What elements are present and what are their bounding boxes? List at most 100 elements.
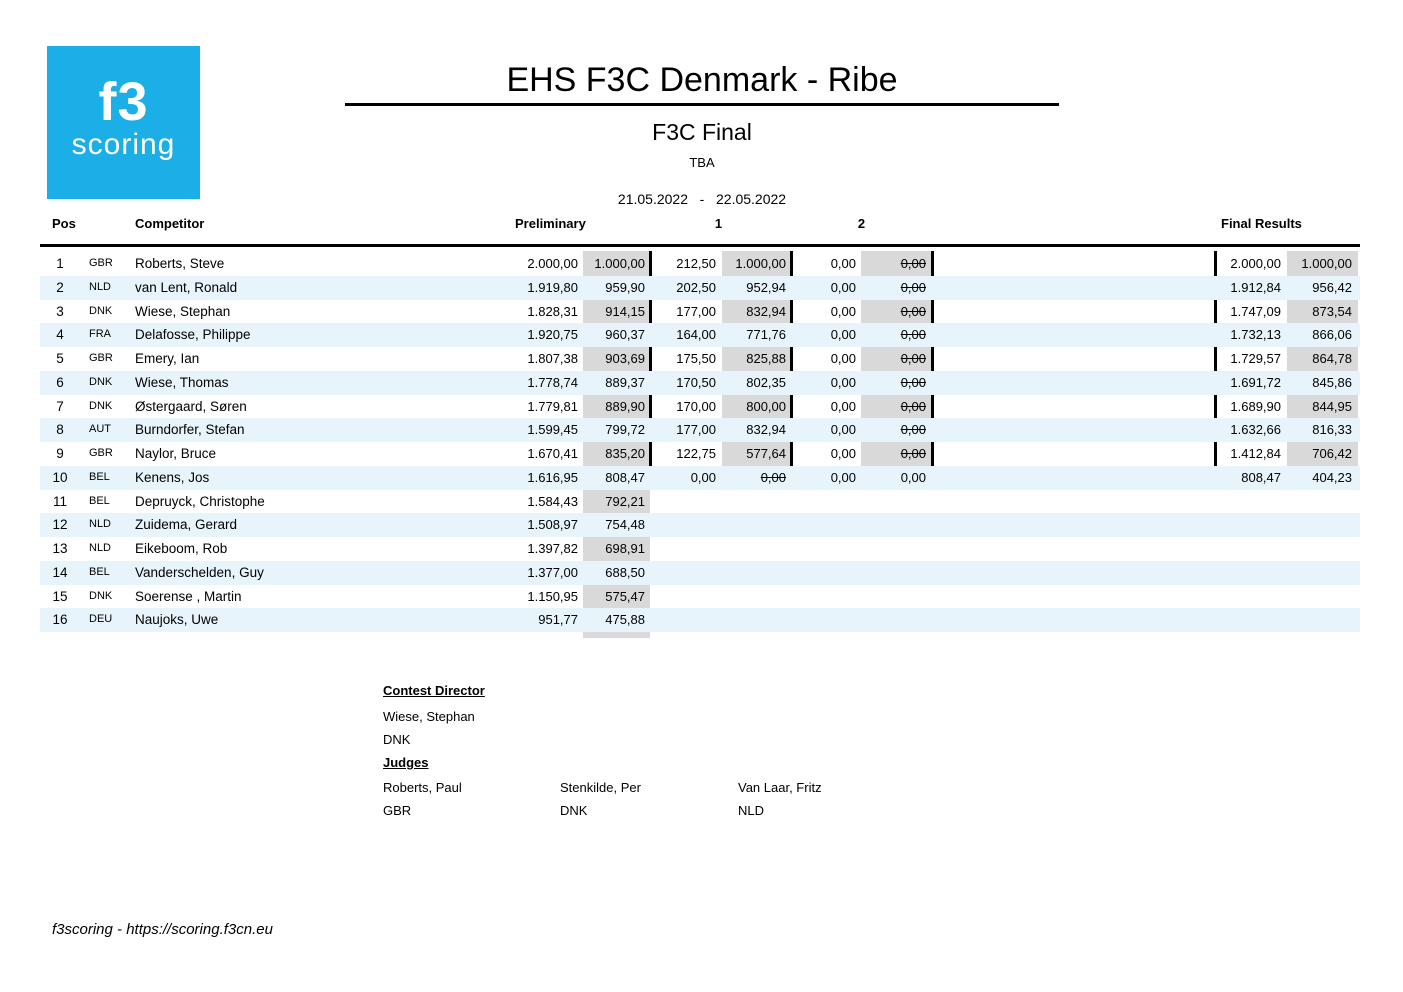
round1-normalized-score-cell: 577,64 bbox=[746, 446, 786, 461]
preliminary-raw-score-cell: 1.670,41 bbox=[527, 446, 578, 461]
final-raw-score-cell: 2.000,00 bbox=[1230, 256, 1281, 271]
judge-name: Roberts, Paul bbox=[383, 780, 462, 795]
final-raw-score-cell: 1.747,09 bbox=[1230, 303, 1281, 319]
position-cell: 3 bbox=[56, 303, 64, 319]
round2-raw-score-cell: 0,00 bbox=[830, 351, 856, 366]
table-row: 1 GBR Roberts, Steve 2.000,00 1.000,00 2… bbox=[0, 252, 1403, 276]
competitor-name-cell: Delafosse, Philippe bbox=[135, 327, 251, 343]
round2-raw-score-cell: 0,00 bbox=[830, 469, 856, 485]
final-raw-score-cell bbox=[1219, 561, 1281, 585]
round2-normalized-score-cell: 0,00 bbox=[900, 446, 926, 461]
position-cell: 15 bbox=[52, 588, 68, 604]
preliminary-normalized-score-cell: 889,37 bbox=[605, 374, 645, 390]
round1-raw-score-cell bbox=[652, 585, 716, 609]
footer-branding-text: f3scoring - https://scoring.f3cn.eu bbox=[52, 921, 273, 938]
country-code-cell: GBR bbox=[89, 447, 113, 459]
final-normalized-score-cell: 864,78 bbox=[1312, 351, 1352, 366]
country-code-cell: DNK bbox=[89, 304, 113, 317]
final-normalized-score-cell bbox=[1288, 537, 1352, 561]
round2-raw-score-cell: 0,00 bbox=[830, 422, 856, 438]
column-header-preliminary: Preliminary bbox=[515, 216, 586, 231]
judges-heading: Judges bbox=[383, 755, 429, 770]
column-header-competitor: Competitor bbox=[135, 216, 205, 231]
final-raw-score-cell: 1.689,90 bbox=[1230, 398, 1281, 414]
final-raw-score-cell bbox=[1219, 513, 1281, 537]
preliminary-normalized-score-cell: 808,47 bbox=[605, 469, 645, 485]
final-raw-score-cell: 1.691,72 bbox=[1230, 374, 1281, 390]
country-code-cell: GBR bbox=[89, 352, 113, 364]
round2-normalized-score-cell bbox=[862, 608, 926, 632]
table-row: 13 NLD Eikeboom, Rob 1.397,82 698,91 bbox=[0, 537, 1403, 561]
round2-normalized-score-cell bbox=[862, 513, 926, 537]
final-raw-score-cell: 1.732,13 bbox=[1230, 327, 1281, 343]
row-stripe bbox=[40, 418, 1360, 442]
preliminary-normalized-score-cell: 688,50 bbox=[605, 564, 645, 580]
preliminary-raw-score-cell: 2.000,00 bbox=[527, 256, 578, 271]
competitor-name-cell: Kenens, Jos bbox=[135, 469, 210, 485]
competitor-name-cell: Zuidema, Gerard bbox=[135, 517, 238, 533]
judge-name: Van Laar, Fritz bbox=[738, 780, 822, 795]
row-stripe bbox=[40, 465, 1360, 490]
round2-normalized-score-cell: 0,00 bbox=[900, 303, 926, 319]
competitor-name-cell: Naujoks, Uwe bbox=[135, 612, 219, 628]
table-row: 6 DNK Wiese, Thomas 1.778,74 889,37 170,… bbox=[0, 371, 1403, 395]
round1-raw-score-cell bbox=[652, 537, 716, 561]
round2-raw-score-cell: 0,00 bbox=[830, 256, 856, 271]
judge-country: GBR bbox=[383, 803, 412, 818]
country-code-cell: NLD bbox=[89, 280, 112, 293]
preliminary-normalized-score-cell: 889,90 bbox=[605, 398, 645, 414]
round1-normalized-score-cell: 832,94 bbox=[746, 303, 786, 319]
competitor-name-cell: Emery, Ian bbox=[135, 351, 200, 366]
header-divider-line bbox=[40, 244, 1360, 247]
country-code-cell: AUT bbox=[89, 423, 111, 436]
round1-normalized-score-cell bbox=[722, 490, 786, 514]
round2-raw-score-cell: 0,00 bbox=[830, 374, 856, 390]
page-title: EHS F3C Denmark - Ribe bbox=[506, 61, 898, 99]
column-header-round1: 1 bbox=[714, 216, 723, 231]
preliminary-normalized-score-cell: 792,21 bbox=[605, 493, 645, 509]
row-stripe bbox=[40, 608, 1360, 632]
round1-normalized-score-cell: 952,94 bbox=[746, 279, 786, 295]
final-raw-score-cell bbox=[1219, 537, 1281, 561]
row-stripe bbox=[40, 275, 1360, 300]
event-subtitle: F3C Final bbox=[652, 119, 752, 145]
round2-normalized-score-cell: 0,00 bbox=[900, 422, 926, 438]
round2-normalized-score-cell: 0,00 bbox=[900, 279, 926, 295]
round2-raw-score-cell bbox=[794, 585, 856, 609]
row-stripe bbox=[40, 560, 1360, 585]
country-code-cell: DNK bbox=[89, 399, 113, 412]
preliminary-normalized-score-cell: 959,90 bbox=[605, 279, 645, 295]
final-raw-score-cell bbox=[1219, 608, 1281, 632]
round1-raw-score-cell: 212,50 bbox=[676, 256, 716, 271]
table-row: 11 BEL Depruyck, Christophe 1.584,43 792… bbox=[0, 490, 1403, 514]
separator-after-preliminary bbox=[649, 251, 652, 490]
country-code-cell: FRA bbox=[89, 328, 111, 341]
preliminary-normalized-score-cell: 799,72 bbox=[605, 422, 645, 438]
f3-scoring-logo: f3 scoring bbox=[47, 46, 200, 199]
competitor-name-cell: Wiese, Stephan bbox=[135, 303, 231, 319]
round1-normalized-score-cell bbox=[722, 585, 786, 609]
country-code-cell: GBR bbox=[89, 257, 113, 269]
preliminary-raw-score-cell: 1.377,00 bbox=[527, 564, 578, 580]
preliminary-normalized-score-cell: 914,15 bbox=[605, 303, 645, 319]
round1-raw-score-cell bbox=[652, 608, 716, 632]
competitor-name-cell: Østergaard, Søren bbox=[135, 398, 247, 414]
final-normalized-score-cell: 844,95 bbox=[1312, 398, 1352, 414]
column-header-final-results: Final Results bbox=[1221, 216, 1302, 231]
round2-raw-score-cell bbox=[794, 561, 856, 585]
round1-normalized-score-cell bbox=[722, 561, 786, 585]
country-code-cell: BEL bbox=[89, 470, 110, 483]
judge-country: DNK bbox=[560, 803, 588, 818]
preliminary-raw-score-cell: 951,77 bbox=[538, 612, 578, 628]
competitor-name-cell: van Lent, Ronald bbox=[135, 279, 238, 295]
position-cell: 8 bbox=[56, 422, 64, 438]
final-raw-score-cell bbox=[1219, 585, 1281, 609]
country-code-cell: NLD bbox=[89, 518, 112, 531]
logo-f3-text: f3 bbox=[98, 72, 149, 132]
table-row: 5 GBR Emery, Ian 1.807,38 903,69 175,50 … bbox=[0, 347, 1403, 371]
round1-normalized-score-cell: 771,76 bbox=[746, 327, 786, 343]
round2-raw-score-cell: 0,00 bbox=[830, 279, 856, 295]
position-cell: 2 bbox=[56, 279, 64, 295]
final-raw-score-cell: 1.412,84 bbox=[1230, 446, 1281, 461]
round1-normalized-score-cell: 825,88 bbox=[746, 351, 786, 366]
